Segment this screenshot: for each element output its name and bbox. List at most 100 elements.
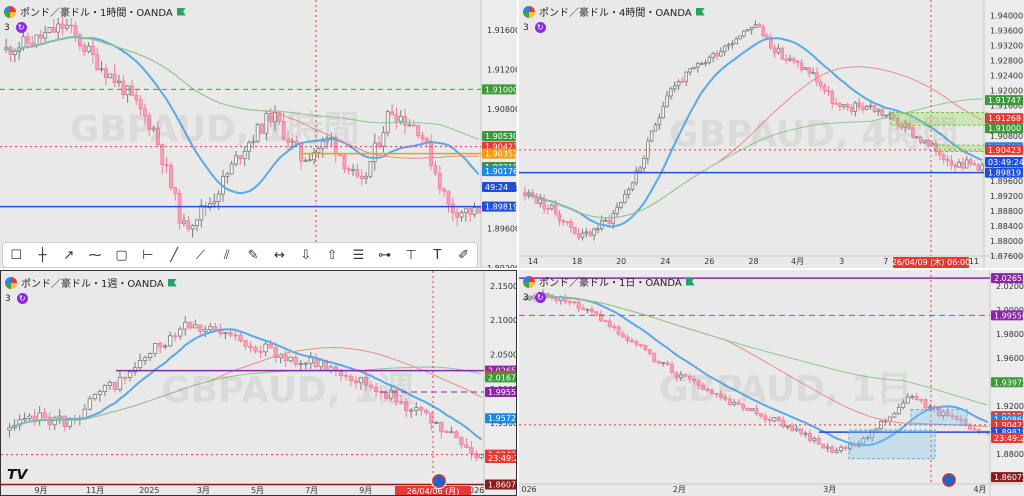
candle-body [407,124,412,127]
comment-icon[interactable]: ☐ [10,247,22,263]
chart-title-4h[interactable]: ポンド／豪ドル・4時間・OANDA [539,8,692,19]
chart-header-1d[interactable]: ポンド／豪ドル・1日・OANDA [523,274,695,289]
date-tick-label: 24 [660,257,670,266]
price-tick-label: 1.92000 [996,402,1024,411]
cycle-icon[interactable]: ↻ [534,22,546,33]
fib-icon[interactable]: ☰ [352,247,365,263]
candle-body [22,418,27,421]
cycle-icon[interactable]: ↻ [534,292,546,303]
price-range-icon[interactable]: ↔ [273,247,285,263]
chart-title-1h[interactable]: ポンド／豪ドル・1時間・OANDA [20,8,173,19]
price-tag-label: 2.01675 [488,373,517,382]
candle-body [923,399,928,409]
chart-panel-4h[interactable]: 1.94000 1.93600 1.93200 1.92800 1.92400 1.920… [519,0,1024,268]
price-tag-label: 1.86072 [488,481,517,490]
candle-body [268,343,273,349]
arrow-down-icon[interactable]: ⇩ [300,247,312,263]
path-icon[interactable]: ⁓ [88,247,102,263]
horizontal-ray-icon[interactable]: ⊢ [142,247,154,263]
text-icon[interactable]: T [433,247,442,263]
candle-body [21,36,26,49]
ray-icon[interactable]: ⟋ [195,247,205,263]
chart-canvas-1w[interactable]: 2.150002.100002.050002.000001.950001.900… [1,271,517,496]
parallel-channel-icon[interactable]: ⫽ [223,247,230,263]
candle-body [603,219,608,222]
candle-body [62,415,67,428]
ma-mid-line [5,36,479,159]
chart-panel-1d[interactable]: 2.020002.000001.980001.960001.940001.920… [519,270,1024,496]
chart-header-1w[interactable]: ポンド／豪ドル・1週・OANDA [5,275,177,290]
candle-body [753,24,758,28]
chart-canvas-4h[interactable]: 1.94000 1.93600 1.93200 1.92800 1.92400 1.920… [519,0,1024,268]
candle-body [463,208,468,214]
chart-title-1d[interactable]: ポンド／豪ドル・1日・OANDA [539,278,682,289]
candle-body [450,203,455,214]
zone-box [936,144,988,153]
indicator-legend-1h[interactable]: 3 ↻ [4,22,27,33]
trend-line-icon[interactable]: ╱ [170,247,179,263]
crosshair-icon[interactable]: ┼ [38,247,47,263]
price-tag-label: 1.91268 [988,114,1021,123]
candle-body [353,380,359,384]
measure-icon[interactable]: ⊤ [405,247,417,263]
candle-body [839,446,843,451]
rectangle-icon[interactable]: ▢ [115,247,128,263]
cycle-icon[interactable]: ↻ [15,22,27,33]
candle-body [607,219,612,224]
candle-body [676,81,681,87]
chart-title-1w[interactable]: ポンド／豪ドル・1週・OANDA [21,279,164,290]
price-tick-label: 1.91200 [487,66,517,75]
candle-body [703,62,708,65]
indicator-count-1d[interactable]: 3 [523,292,529,303]
candle-body [411,124,416,127]
drawing-toolbar[interactable]: ☐ ┼ ↗ ⁓ ▢ ⊢ ╱ ⟋ ⫽ ✎ ↔ ⇩ ⇧ ☰ ⊶ ⊤ T ✐ [2,242,478,268]
price-tag [985,95,1023,106]
chart-canvas-1h[interactable]: 1.916001.912001.908001.904001.900001.896… [0,0,517,268]
chart-panel-1h[interactable]: 1.916001.912001.908001.904001.900001.896… [0,0,517,268]
candle-body [38,34,43,39]
candle-body [692,66,696,70]
brush-icon[interactable]: ✎ [247,247,259,263]
cycle-icon[interactable]: ↻ [16,293,28,304]
candle-body [687,375,692,380]
candle-body [738,35,742,40]
chart-header-1h[interactable]: ポンド／豪ドル・1時間・OANDA [4,4,186,19]
candle-body [198,324,203,332]
candle-body [288,356,293,362]
indicator-legend-4h[interactable]: 3 ↻ [523,22,546,33]
candle-body [961,162,965,169]
candle-body [772,416,777,422]
indicator-count-4h[interactable]: 3 [523,22,529,33]
candle-body [25,36,30,44]
candle-body [37,412,42,421]
cursor-icon[interactable]: ↗ [63,247,75,263]
indicator-count-1w[interactable]: 3 [5,293,11,304]
candle-body [799,428,803,434]
price-tick-label: 1.98000 [996,330,1024,339]
aud-flag-icon[interactable] [431,473,447,489]
symbol-logo-icon [4,5,16,18]
indicator-legend-1w[interactable]: 3 ↻ [5,293,28,304]
candle-body [634,341,639,345]
candle-body [476,207,481,214]
candle-body [169,164,173,189]
candle-body [573,226,577,235]
candle-body [785,425,790,428]
highlighter-icon[interactable]: ✐ [458,247,470,263]
candle-body [745,29,750,32]
arrow-up-icon[interactable]: ⇧ [326,247,338,263]
candle-body [163,345,168,348]
indicator-legend-1d[interactable]: 3 ↻ [523,292,546,303]
candle-body [865,106,869,110]
aud-flag-icon[interactable] [941,472,957,488]
chart-canvas-1d[interactable]: 2.020002.000001.980001.960001.940001.920… [519,270,1024,496]
candle-body [652,352,657,362]
price-tag [991,377,1023,388]
chart-panel-1w[interactable]: 2.150002.100002.050002.000001.950001.900… [0,270,517,496]
indicator-count-1h[interactable]: 3 [4,22,10,33]
chart-header-4h[interactable]: ポンド／豪ドル・4時間・OANDA [523,4,705,19]
long-position-icon[interactable]: ⊶ [378,247,392,263]
date-tick-label: 2025 [139,486,159,495]
price-tick-label: 1.96000 [996,354,1024,363]
candle-body [661,105,665,119]
